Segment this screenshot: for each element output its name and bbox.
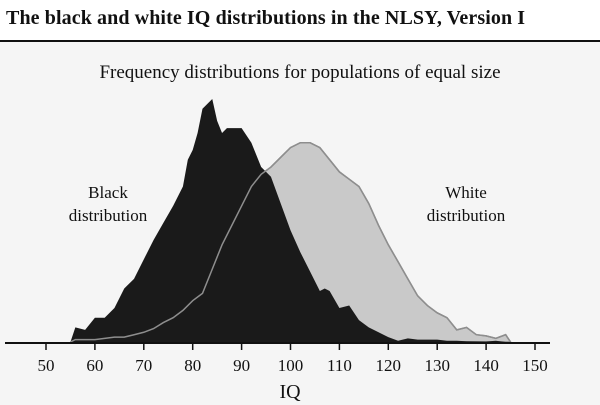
- series-label-black-line2: distribution: [69, 206, 148, 225]
- x-tick-label: 140: [473, 356, 499, 375]
- x-tick-label: 110: [327, 356, 352, 375]
- black-distribution-area: [70, 99, 506, 342]
- x-tick-label: 130: [424, 356, 450, 375]
- x-tick-label: 60: [86, 356, 103, 375]
- x-tick-label: 70: [135, 356, 152, 375]
- x-tick-label: 120: [376, 356, 402, 375]
- x-tick-label: 90: [233, 356, 250, 375]
- series-label-black-line1: Black: [88, 183, 128, 202]
- chart-subtitle: Frequency distributions for populations …: [99, 62, 501, 83]
- series-label-white-line2: distribution: [427, 206, 506, 225]
- x-axis-label: IQ: [279, 381, 301, 403]
- x-tick-label: 50: [38, 356, 55, 375]
- white-distribution-outline: [70, 141, 512, 343]
- x-tick-label: 150: [522, 356, 548, 375]
- x-tick-label: 80: [184, 356, 201, 375]
- page-title: The black and white IQ distributions in …: [6, 7, 526, 29]
- x-tick-label: 100: [278, 356, 304, 375]
- title-bar: The black and white IQ distributions in …: [0, 0, 600, 42]
- series-label-white-line1: White: [445, 183, 487, 202]
